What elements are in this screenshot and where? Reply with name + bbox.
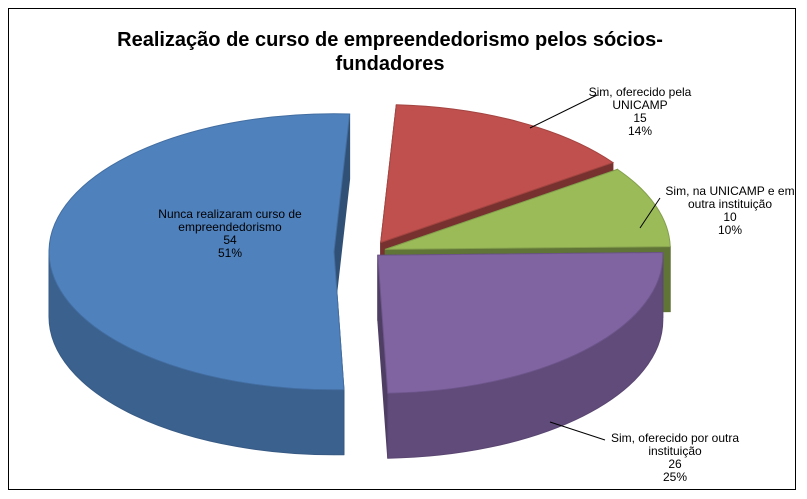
slice [377, 252, 664, 394]
label-value: 54 [223, 233, 237, 247]
label-name: Sim, oferecido pela UNICAMP [588, 85, 692, 112]
leader-line [549, 421, 606, 441]
label-percent: 25% [662, 470, 688, 484]
label-percent: 14% [627, 124, 653, 138]
slice [380, 104, 615, 244]
label-name: Nunca realizaram curso de empreendedoris… [158, 207, 302, 234]
label-value: 15 [633, 111, 647, 125]
leader-line [529, 94, 598, 129]
label-percent: 51% [217, 246, 243, 260]
label-percent: 10% [717, 223, 743, 237]
slice [385, 168, 671, 250]
data-label: Sim, oferecido pela UNICAMP 15 14% [585, 86, 695, 138]
label-name: Sim, oferecido por outra instituição [610, 431, 740, 458]
chart-frame [8, 8, 796, 490]
data-label: Sim, na UNICAMP e em outra instituição 10… [655, 185, 805, 237]
label-value: 10 [723, 210, 737, 224]
data-label: Sim, oferecido por outra instituição 26 25… [600, 432, 750, 484]
leader-line [639, 197, 661, 229]
slice [48, 113, 351, 391]
label-value: 26 [668, 457, 682, 471]
chart-title: Realização de curso de empreendedorismo … [117, 29, 663, 75]
data-label: Nunca realizaram curso de empreendedoris… [150, 208, 310, 260]
label-name: Sim, na UNICAMP e em outra instituição [665, 184, 795, 211]
